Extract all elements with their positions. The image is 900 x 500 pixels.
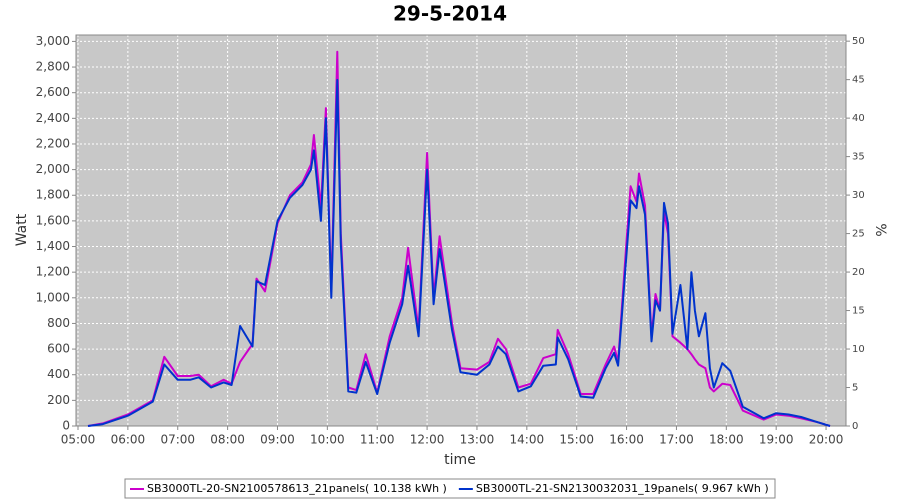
x-tick-label: 09:00 xyxy=(260,433,295,447)
y-tick-label: 200 xyxy=(47,393,70,407)
y-tick-label: 1,200 xyxy=(36,265,70,279)
y-tick-label: 1,600 xyxy=(36,213,70,227)
series-line xyxy=(87,78,831,427)
y-tick-label: 2,400 xyxy=(36,111,70,125)
y2-tick-label: 50 xyxy=(852,36,865,47)
legend xyxy=(124,478,776,499)
y-tick-label: 2,600 xyxy=(36,85,70,99)
y2-tick-label: 45 xyxy=(852,75,865,86)
y2-tick-label: 25 xyxy=(852,229,865,240)
y2-tick-label: 0 xyxy=(852,421,858,432)
y-tick-label: 1,800 xyxy=(36,188,70,202)
y2-tick-label: 30 xyxy=(852,190,865,201)
plot-area xyxy=(76,35,846,426)
y-tick-label: 2,800 xyxy=(36,60,70,74)
y-axis-label: Watt xyxy=(14,213,30,246)
legend-label: SB3000TL-20-SN2100578613_21panels( 10.13… xyxy=(147,482,447,495)
y2-tick-label: 40 xyxy=(852,113,865,124)
y-tick-label: 2,000 xyxy=(36,162,70,176)
x-tick-label: 10:00 xyxy=(310,433,345,447)
x-tick-label: 15:00 xyxy=(559,433,594,447)
y-tick-label: 1,000 xyxy=(36,290,70,304)
y2-tick-label: 10 xyxy=(852,344,865,355)
x-tick-label: 05:00 xyxy=(61,433,96,447)
y-tick-label: 0 xyxy=(62,419,70,433)
x-tick-label: 18:00 xyxy=(709,433,744,447)
x-tick-label: 11:00 xyxy=(360,433,395,447)
y-tick-label: 800 xyxy=(47,316,70,330)
y-tick-label: 3,000 xyxy=(36,34,70,48)
y2-tick-label: 15 xyxy=(852,306,865,317)
x-tick-label: 12:00 xyxy=(410,433,445,447)
legend-label: SB3000TL-21-SN2130032031_19panels( 9.967… xyxy=(476,482,769,495)
x-tick-label: 14:00 xyxy=(510,433,545,447)
x-tick-label: 08:00 xyxy=(210,433,245,447)
x-tick-label: 16:00 xyxy=(609,433,644,447)
y2-tick-label: 20 xyxy=(852,267,865,278)
y2-tick-label: 35 xyxy=(852,152,865,163)
x-tick-label: 07:00 xyxy=(160,433,195,447)
y2-axis-label: % xyxy=(872,223,888,236)
y2-tick-label: 5 xyxy=(852,383,858,394)
x-tick-label: 13:00 xyxy=(460,433,495,447)
y-tick-label: 1,400 xyxy=(36,239,70,253)
x-tick-label: 06:00 xyxy=(111,433,146,447)
x-tick-label: 19:00 xyxy=(759,433,794,447)
plot-border xyxy=(75,34,847,427)
y-tick-label: 2,200 xyxy=(36,136,70,150)
y-tick-label: 400 xyxy=(47,367,70,381)
x-tick-label: 17:00 xyxy=(659,433,694,447)
x-tick-label: 20:00 xyxy=(809,433,844,447)
y-tick-label: 600 xyxy=(47,342,70,356)
x-axis-label: time xyxy=(444,452,476,468)
chart-title: 29-5-2014 xyxy=(393,2,507,26)
